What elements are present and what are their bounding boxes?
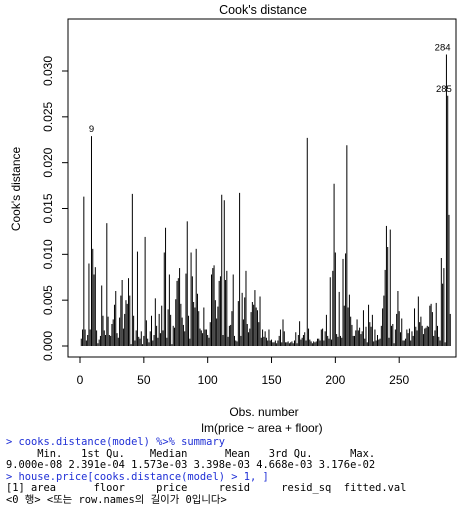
x-tick-label: 250 — [389, 373, 409, 387]
y-tick-label: 0.005 — [41, 285, 55, 315]
point-labels: 9 284 285 — [89, 43, 452, 136]
x-tick-label: 150 — [262, 373, 282, 387]
x-tick-label: 200 — [325, 373, 345, 387]
model-subtitle: lm(price ~ area + floor) — [201, 421, 322, 435]
y-tick-label: 0.015 — [41, 193, 55, 223]
x-tick-label: 100 — [198, 373, 218, 387]
y-axis: 0.000 0.005 0.010 0.015 0.020 0.025 0.030 — [41, 56, 69, 361]
x-tick-label: 0 — [77, 373, 84, 387]
console-output: 9.000e-08 2.391e-04 1.573e-03 3.398e-03 … — [6, 459, 382, 472]
x-tick-label: 50 — [137, 373, 151, 387]
y-tick-label: 0.010 — [41, 239, 55, 269]
console-output: <0 행> <또는 row.names의 길이가 0입니다> — [6, 493, 227, 506]
y-tick-label: 0.020 — [41, 147, 55, 177]
console-command: > house.price[cooks.distance(model) > 1,… — [6, 470, 269, 483]
x-axis-label: Obs. number — [229, 405, 298, 419]
console-output: [1] area floor price resid resid_sq fitt… — [6, 482, 407, 495]
bar-series — [80, 54, 451, 346]
console-command: > cooks.distance(model) %>% summary — [6, 436, 225, 448]
r-console: > cooks.distance(model) %>% summary Min.… — [6, 436, 468, 507]
point-label: 9 — [89, 124, 94, 135]
console-output: Min. 1st Qu. Median Mean 3rd Qu. Max. — [6, 447, 382, 460]
y-axis-label: Cook's distance — [9, 147, 23, 232]
x-axis: 0 50 100 150 200 250 — [77, 356, 410, 387]
y-tick-label: 0.000 — [41, 331, 55, 361]
point-label: 284 — [435, 43, 451, 54]
chart-title: Cook's distance — [219, 3, 307, 17]
point-label: 285 — [436, 84, 452, 95]
y-tick-label: 0.030 — [41, 56, 55, 86]
y-tick-label: 0.025 — [41, 101, 55, 131]
